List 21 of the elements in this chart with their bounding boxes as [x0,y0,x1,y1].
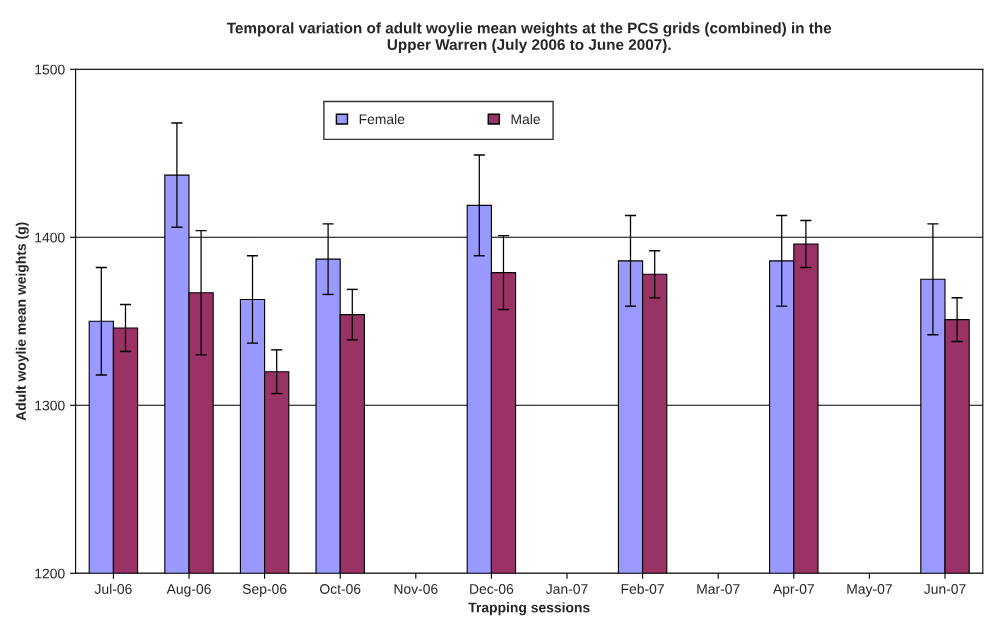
y-tick-label: 1400 [35,232,65,243]
y-tick-label: 1300 [35,400,65,411]
x-tick-label: May-07 [847,584,892,597]
x-tick-label: Oct-06 [320,584,361,594]
y-tick-label: 1200 [35,568,65,579]
x-axis-title: Trapping sessions [468,602,590,616]
x-tick-label: Sep-06 [242,584,287,597]
x-tick-label: Mar-07 [697,584,740,594]
x-tick-label: Jun-07 [923,584,966,594]
x-tick-label: Jul-06 [94,583,132,594]
x-tick-label: Nov-06 [394,584,438,594]
chart-title: Temporal variation of adult woylie mean weights at the PCS grids (combined) in the Upper Warren (July 2006 to June 2007). [226,22,832,54]
x-tick-label: Dec-06 [470,584,514,594]
y-axis-title: Adult woylie mean weights (g) [15,222,29,421]
x-tick-label: Feb-07 [621,583,664,594]
x-tick-label: Apr-07 [772,584,814,597]
x-tick-label: Jan-07 [545,584,588,594]
legend-label: Female [359,113,405,125]
y-tick-label: 1500 [35,64,65,75]
x-tick-label: Aug-06 [166,584,211,597]
legend-label: Male [511,113,540,125]
